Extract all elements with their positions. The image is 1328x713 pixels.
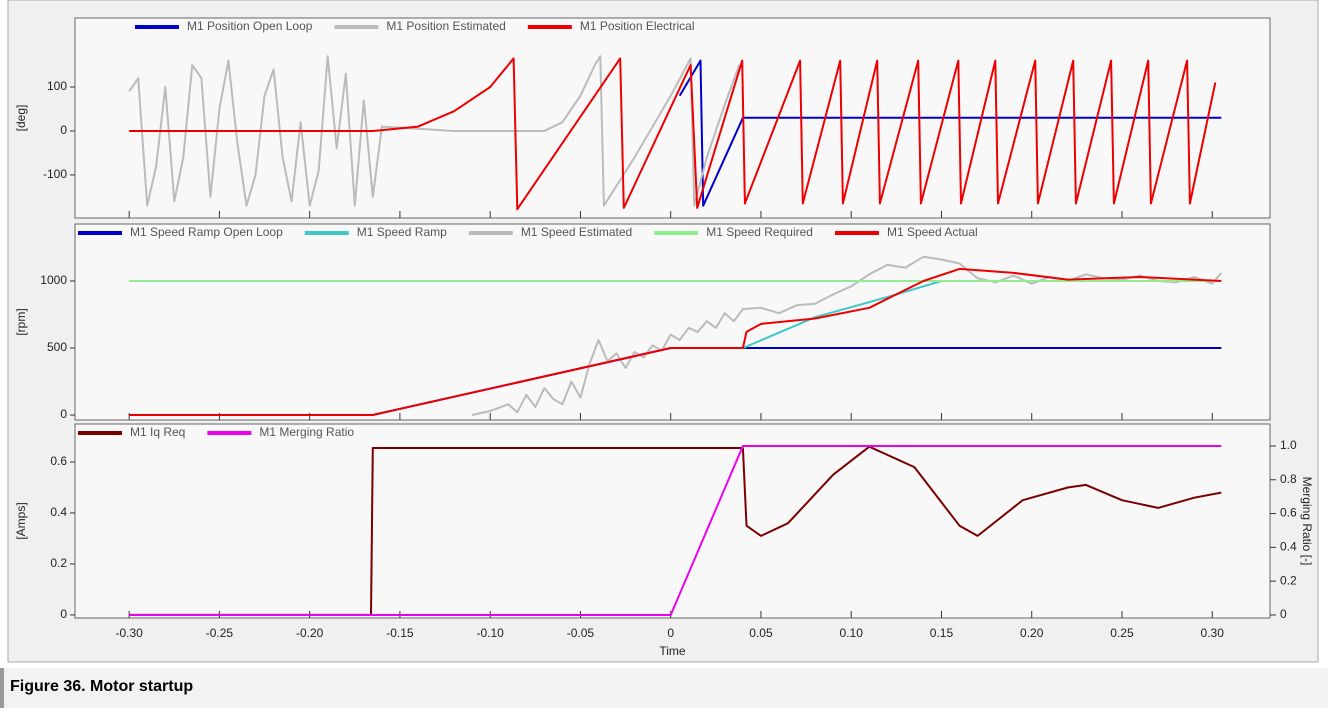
x-tick-label: -0.20 [296,626,324,640]
x-tick-label: 0 [667,626,674,640]
legend-label: M1 Speed Ramp Open Loop [130,225,283,239]
y2-tick-label: 1.0 [1280,438,1297,452]
legend-label: M1 Speed Estimated [521,225,632,239]
y2-axis-label: Merging Ratio [-] [1300,477,1314,566]
x-axis-label: Time [659,644,686,658]
y-tick-label: 0.2 [50,556,67,570]
y-tick-label: 1000 [40,273,67,287]
y-axis-label: [Amps] [14,502,28,539]
y-tick-label: 100 [47,79,67,93]
y-tick-label: 0.6 [50,454,67,468]
x-tick-label: 0.25 [1110,626,1134,640]
y-tick-label: 0 [60,407,67,421]
y2-tick-label: 0.6 [1280,506,1297,520]
y2-tick-label: 0.4 [1280,540,1297,554]
caption-bar [0,668,4,708]
series-line [128,55,741,207]
y-tick-label: 0 [60,607,67,621]
plot-area [74,223,1271,421]
series-line [129,57,1217,211]
y2-tick-label: 0.2 [1280,573,1297,587]
legend-label: M1 Position Estimated [386,19,505,33]
legend-label: M1 Merging Ratio [259,425,354,439]
caption-band [0,668,1328,708]
legend-label: M1 Speed Ramp [357,225,447,239]
x-tick-label: 0.20 [1020,626,1044,640]
plot-area [74,423,1271,619]
x-tick-label: -0.30 [115,626,143,640]
y-axis-label: [deg] [14,105,28,132]
x-tick-label: 0.05 [749,626,773,640]
x-tick-label: 0.10 [840,626,864,640]
y-tick-label: -100 [43,167,67,181]
x-tick-label: -0.05 [567,626,595,640]
legend-label: M1 Speed Actual [887,225,978,239]
legend-label: M1 Speed Required [706,225,813,239]
series-line [129,267,1222,416]
caption: Figure 36. Motor startup [10,678,193,695]
legend-label: M1 Position Open Loop [187,19,313,33]
x-tick-label: -0.10 [477,626,505,640]
y-tick-label: 0.4 [50,505,67,519]
legend-label: M1 Iq Req [130,425,185,439]
y-tick-label: 0 [60,123,67,137]
x-tick-label: 0.30 [1201,626,1225,640]
y-tick-label: 500 [47,340,67,354]
y2-tick-label: 0 [1280,607,1287,621]
series-line [129,445,1222,616]
legend-label: M1 Position Electrical [580,19,695,33]
y2-tick-label: 0.8 [1280,472,1297,486]
x-tick-label: -0.25 [206,626,234,640]
x-tick-label: 0.15 [930,626,954,640]
y-axis-label: [rpm] [14,308,28,335]
x-tick-label: -0.15 [386,626,414,640]
